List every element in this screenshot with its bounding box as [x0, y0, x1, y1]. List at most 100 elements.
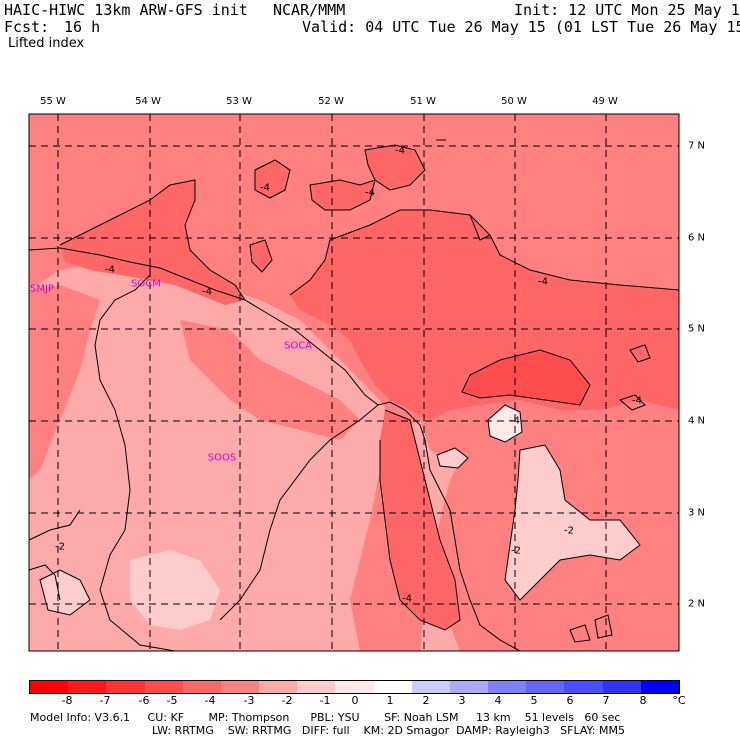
- lon-label-49w: 49 W: [592, 96, 618, 107]
- scale-swatch: [220, 681, 260, 693]
- contour-label: -4: [395, 145, 405, 157]
- scale-tick-label: 8: [639, 694, 647, 707]
- scale-tick-label: 1: [386, 694, 394, 707]
- field-zone-m4-n3: [255, 160, 290, 198]
- field-zone-m5: [462, 350, 590, 405]
- scale-unit: °C: [672, 694, 686, 707]
- org-label: NCAR/MMM: [273, 1, 346, 19]
- valid-time: Valid: 04 UTC Tue 26 May 15 (01 LST Tue …: [302, 18, 740, 36]
- contour-label: -4: [105, 264, 115, 276]
- contour-line: [469, 214, 491, 241]
- contour-label: -2: [511, 545, 521, 557]
- scale-tick-label: -3: [243, 694, 255, 707]
- scale-swatch: [488, 681, 527, 693]
- scale-swatch: [526, 681, 565, 693]
- contour-label: -2: [564, 525, 574, 537]
- contour-line: [364, 144, 426, 191]
- map-frame: [28, 113, 680, 652]
- scale-swatch: [30, 681, 69, 693]
- scale-swatch: [335, 681, 374, 693]
- scale-tick-label: 0: [351, 694, 359, 707]
- scale-tick-label: 3: [458, 694, 466, 707]
- lat-lon-grid: [29, 114, 679, 651]
- model-info-line1: Model Info: V3.6.1 CU: KF MP: Thompson P…: [30, 711, 621, 724]
- field-zone-m4-n4: [250, 240, 272, 272]
- contour-label: -4: [365, 187, 375, 199]
- scale-swatch: [564, 681, 603, 693]
- scale-tick-label: -6: [138, 694, 150, 707]
- init-time: Init: 12 UTC Mon 25 May 15: [514, 1, 740, 19]
- field-zone-m3-interior: [180, 320, 360, 440]
- field-zone-m4-n1: [310, 180, 375, 210]
- lat-label-2n: 2 N: [688, 598, 706, 610]
- lat-label-4n: 4 N: [688, 415, 706, 427]
- contour-line: [504, 444, 641, 601]
- contour-line: [379, 409, 461, 631]
- contour-line: [249, 239, 273, 273]
- model-info-line2: LW: RRTMG SW: RRTMG DIFF: full KM: 2D Sm…: [152, 724, 625, 737]
- lon-label-53w: 53 W: [226, 96, 252, 107]
- model-title: HAIC-HIWC 13km ARW-GFS init: [4, 1, 248, 19]
- contour-line: [254, 159, 291, 199]
- contour-line: [618, 394, 646, 411]
- scale-tick-label: 7: [602, 694, 610, 707]
- scale-swatch: [449, 681, 489, 693]
- field-zone-m4-river: [380, 410, 460, 630]
- contour-label: -4: [202, 286, 212, 298]
- scale-swatch: [182, 681, 221, 693]
- lon-label-52w: 52 W: [318, 96, 344, 107]
- scale-tick-label: -2: [281, 694, 293, 707]
- contour-line: [487, 404, 523, 443]
- contour-label: -4: [402, 593, 412, 605]
- scale-tick-label: -5: [166, 694, 178, 707]
- color-scale-bar: [29, 680, 680, 694]
- contour-line: [594, 614, 613, 639]
- contour-label: -4: [260, 182, 270, 194]
- scale-swatch: [373, 681, 412, 693]
- coastline: [28, 247, 521, 652]
- contour-line: [629, 344, 651, 363]
- field-zone-m2-s: [130, 550, 220, 630]
- field-zone-m4: [290, 210, 679, 420]
- lon-label-55w: 55 W: [40, 96, 66, 107]
- station-smjp: SMJP: [30, 283, 54, 295]
- scale-swatch: [106, 681, 145, 693]
- lat-label-7n: 7 N: [688, 140, 706, 152]
- scale-swatch: [259, 681, 298, 693]
- field-zone-m2-pocket: [488, 405, 522, 442]
- contour-line: [289, 239, 331, 296]
- lat-label-6n: 6 N: [688, 232, 706, 244]
- field-zone-m4-nw: [60, 180, 245, 305]
- lon-label-54w: 54 W: [135, 96, 161, 107]
- contour-line: [28, 509, 81, 541]
- field-zone-m3-land: [29, 285, 100, 480]
- scale-tick-label: 5: [530, 694, 538, 707]
- contour-line: [59, 179, 246, 301]
- field-zone-m4-n2: [365, 145, 425, 190]
- lon-label-50w: 50 W: [501, 96, 527, 107]
- coast-line: [28, 247, 426, 441]
- scale-tick-label: -4: [204, 694, 216, 707]
- field-name: Lifted index: [8, 36, 85, 51]
- lat-label-5n: 5 N: [688, 323, 706, 335]
- scale-swatch: [68, 681, 107, 693]
- lon-label-51w: 51 W: [410, 96, 436, 107]
- border-line: [424, 439, 521, 652]
- scale-tick-label: 4: [494, 694, 502, 707]
- contour-label: -2: [55, 541, 65, 553]
- contour-lines: [28, 139, 680, 643]
- lat-label-3n: 3 N: [688, 507, 706, 519]
- station-soca: SOCA: [283, 340, 313, 352]
- station-socm: SOCM: [131, 278, 161, 290]
- scale-tick-label: 2: [422, 694, 430, 707]
- contour-line: [461, 349, 591, 406]
- field-zone-m2-se: [505, 445, 640, 600]
- contour-label: -4: [538, 276, 548, 288]
- contour-line: [436, 447, 469, 469]
- scale-tick-label: -8: [61, 694, 73, 707]
- forecast-hour: 16 h: [64, 18, 101, 36]
- scale-swatch: [640, 681, 679, 693]
- scale-tick-label: -1: [319, 694, 331, 707]
- station-soos: SOOS: [207, 452, 237, 464]
